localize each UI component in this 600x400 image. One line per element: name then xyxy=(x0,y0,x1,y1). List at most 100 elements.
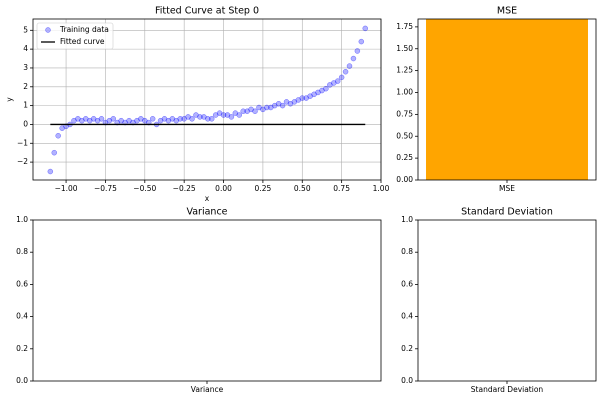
axes-frame xyxy=(32,18,382,181)
y-tick-label: 5 xyxy=(23,25,28,34)
scatter-point xyxy=(224,112,231,118)
subplot-title: Fitted Curve at Step 0 xyxy=(155,6,259,17)
scatter-point xyxy=(193,112,199,118)
axes-frame xyxy=(32,219,382,382)
y-tick-label: 0.4 xyxy=(401,312,413,321)
y-tick-label: 0.8 xyxy=(16,247,28,256)
scatter-point xyxy=(232,110,239,116)
y-tick-label: 1.0 xyxy=(16,215,28,224)
scatter-point xyxy=(319,87,325,94)
scatter-point xyxy=(181,116,187,122)
scatter-point xyxy=(126,117,132,124)
y-tick-label: 0.0 xyxy=(401,376,413,385)
scatter-point xyxy=(83,116,89,122)
scatter-point xyxy=(51,149,58,156)
scatter-point xyxy=(362,25,369,32)
legend-box xyxy=(36,22,114,50)
scatter-point xyxy=(212,112,219,118)
scatter-point xyxy=(205,116,211,122)
bar xyxy=(426,19,588,180)
y-tick-label: 0.50 xyxy=(396,131,413,140)
scatter-point xyxy=(275,100,282,107)
subplot: Fitted Curve at Step 0 −2 −1 0 1 2 3 4 5 −1.00 −0.… xyxy=(5,6,390,204)
scatter-point xyxy=(354,48,361,54)
scatter-point xyxy=(295,97,302,103)
scatter-point xyxy=(216,110,223,116)
scatter-point xyxy=(90,116,97,122)
legend-marker xyxy=(45,27,51,33)
y-tick-label: 2 xyxy=(23,82,28,91)
subplot-title: MSE xyxy=(497,6,517,17)
scatter-point xyxy=(271,102,278,109)
scatter-point xyxy=(208,116,215,122)
scatter-point xyxy=(334,78,341,84)
scatter-point xyxy=(169,116,176,122)
scatter-point xyxy=(134,117,140,124)
y-tick-label: 0.6 xyxy=(16,279,28,288)
scatter-point xyxy=(252,108,258,115)
scatter-point xyxy=(138,116,144,122)
scatter-point xyxy=(59,125,65,131)
scatter-point xyxy=(283,99,290,105)
scatter-point xyxy=(311,91,317,98)
y-tick-label: 0.2 xyxy=(401,344,413,353)
y-tick-label: 0.25 xyxy=(396,153,413,162)
y-tick-label: −1 xyxy=(17,138,28,147)
scatter-point xyxy=(315,89,321,96)
scatter-point xyxy=(256,104,262,111)
y-tick-label: 1 xyxy=(23,101,28,110)
subplot-title: Standard Deviation xyxy=(461,207,553,218)
scatter-point xyxy=(244,108,250,115)
scatter-point xyxy=(177,116,183,122)
scatter-point xyxy=(197,114,203,120)
scatter-point xyxy=(327,82,333,88)
scatter-point xyxy=(110,116,117,122)
y-tick-label: 4 xyxy=(23,44,28,53)
y-tick-label: 0.0 xyxy=(16,376,28,385)
x-axis-label: x xyxy=(205,194,210,203)
scatter-point xyxy=(287,100,294,107)
scatter-point xyxy=(86,117,93,124)
legend: Training data Fitted curve xyxy=(36,22,114,50)
y-tick-label: 1.25 xyxy=(396,66,413,75)
scatter-point xyxy=(149,116,156,122)
x-tick-label: −0.50 xyxy=(133,184,156,193)
scatter-point xyxy=(350,55,357,62)
x-tick-label: −1.00 xyxy=(55,184,78,193)
scatter-point xyxy=(142,117,148,124)
subplot-title: Variance xyxy=(186,207,227,218)
x-tick-label: Standard Deviation xyxy=(471,385,544,394)
subplot: Standard Deviation 0.0 0.2 0.4 0.6 0.8 1.0 Stan… xyxy=(401,207,597,394)
scatter-point xyxy=(118,117,124,124)
scatter-point xyxy=(55,132,61,139)
scatter-point xyxy=(94,117,101,124)
scatter-point xyxy=(47,168,54,175)
subplot: MSE 0.00 0.25 0.50 0.75 1.00 1.25 1.50 1.75 MSE xyxy=(396,6,597,193)
scatter-point xyxy=(299,95,306,101)
x-tick-label: MSE xyxy=(499,184,515,193)
scatter-point xyxy=(307,93,313,99)
legend-label: Training data xyxy=(59,25,109,34)
y-tick-label: −2 xyxy=(17,157,28,166)
x-tick-label: Variance xyxy=(191,385,224,394)
scatter-point xyxy=(303,95,309,101)
y-tick-label: 0.4 xyxy=(16,312,28,321)
y-tick-label: 1.00 xyxy=(396,88,413,97)
y-tick-label: 0.2 xyxy=(16,344,28,353)
subplot: Variance 0.0 0.2 0.4 0.6 0.8 1.0 Variance xyxy=(16,207,382,394)
scatter-point xyxy=(75,116,81,122)
scatter-point xyxy=(79,117,85,124)
scatter-point xyxy=(264,104,270,111)
scatter-point xyxy=(161,116,168,122)
scatter-point xyxy=(260,106,266,113)
x-tick-label: 0.00 xyxy=(215,184,232,193)
scatter-point xyxy=(165,117,172,124)
scatter-point xyxy=(291,99,298,105)
scatter-point xyxy=(106,117,113,124)
scatter-point xyxy=(240,108,246,115)
scatter-point xyxy=(338,74,345,81)
y-tick-label: 3 xyxy=(23,63,28,72)
x-tick-label: 0.75 xyxy=(333,184,350,193)
scatter-point xyxy=(331,80,337,86)
